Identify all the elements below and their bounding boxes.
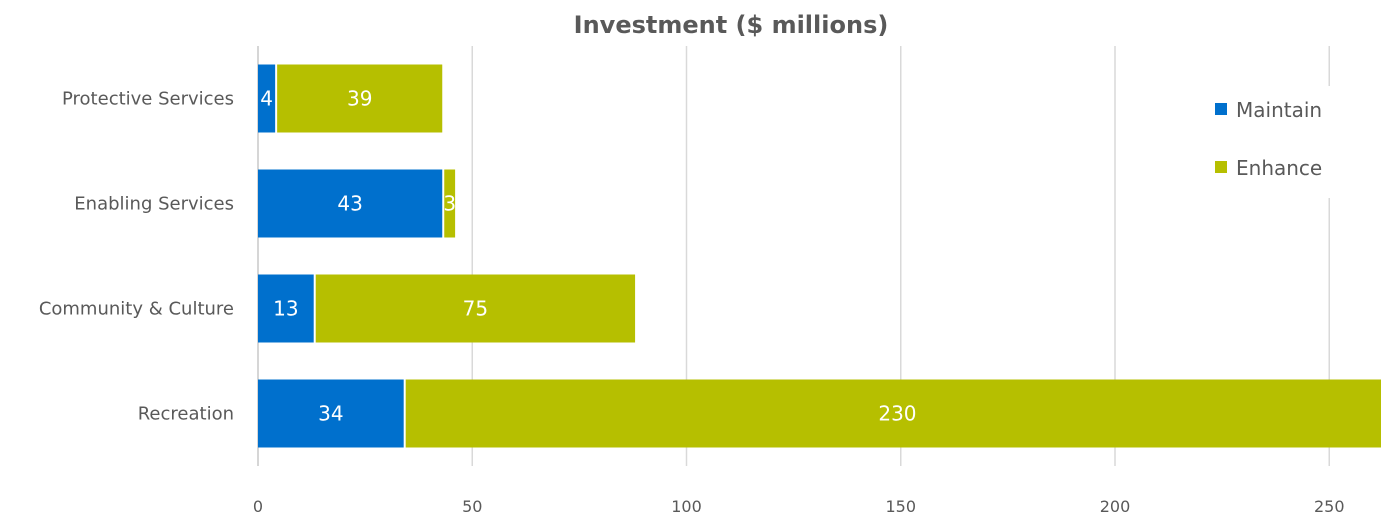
legend-label-maintain: Maintain <box>1236 98 1322 122</box>
x-tick-label: 250 <box>1314 497 1345 516</box>
data-label-maintain: 13 <box>273 297 298 321</box>
bar-maintain <box>258 64 276 133</box>
legend-background <box>1212 86 1362 198</box>
bar-enhance <box>405 379 1381 448</box>
x-tick-label: 100 <box>671 497 702 516</box>
x-tick-labels: 0 50 100 150 200 250 <box>253 497 1345 516</box>
category-label: Enabling Services <box>74 194 234 215</box>
x-tick-label: 200 <box>1100 497 1131 516</box>
data-label-enhance: 3 <box>443 192 456 216</box>
bar-enhance <box>315 274 636 343</box>
category-label: Community & Culture <box>39 299 234 320</box>
bars <box>258 64 1381 448</box>
bar-maintain <box>258 379 404 448</box>
category-label: Protective Services <box>62 89 234 110</box>
legend-swatch-maintain <box>1215 103 1227 115</box>
data-label-enhance: 230 <box>878 402 916 426</box>
bar-enhance <box>277 64 443 133</box>
bar-enhance <box>444 169 456 238</box>
data-labels: 4 39 43 3 13 75 34 230 <box>260 87 916 426</box>
data-label-maintain: 34 <box>318 402 343 426</box>
data-label-maintain: 43 <box>337 192 362 216</box>
bar-maintain <box>258 169 443 238</box>
x-tick-label: 50 <box>462 497 482 516</box>
legend-swatch-enhance <box>1215 161 1227 173</box>
data-label-maintain: 4 <box>260 87 273 111</box>
data-label-enhance: 39 <box>347 87 372 111</box>
x-tick-label: 0 <box>253 497 263 516</box>
bar-maintain <box>258 274 314 343</box>
legend-label-enhance: Enhance <box>1236 156 1322 180</box>
chart-title: Investment ($ millions) <box>574 11 889 39</box>
category-labels: Protective Services Enabling Services Comm… <box>39 89 234 425</box>
data-label-enhance: 75 <box>463 297 488 321</box>
category-label: Recreation <box>138 404 234 425</box>
x-tick-label: 150 <box>885 497 916 516</box>
legend: Maintain Enhance <box>1212 86 1362 198</box>
